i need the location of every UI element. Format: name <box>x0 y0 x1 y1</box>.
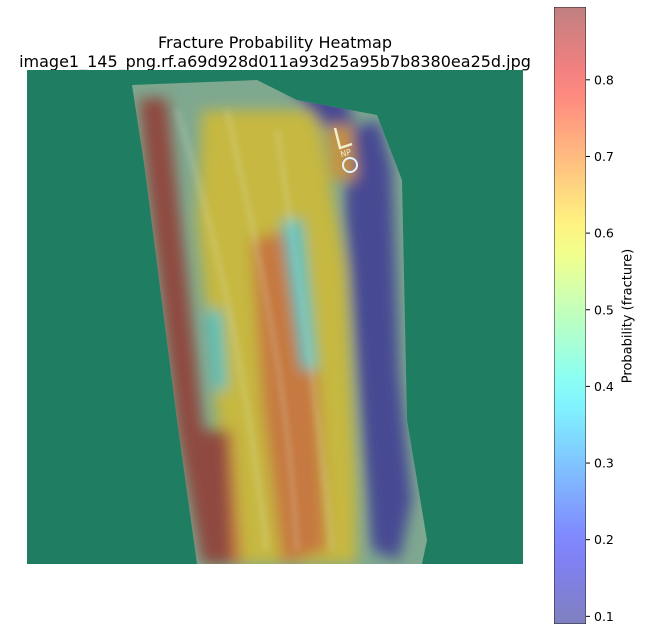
np-marker: NP <box>333 127 358 173</box>
np-marker-label: NP <box>339 148 352 160</box>
colorbar-tick-label: 0.7 <box>594 149 614 164</box>
colorbar-tick-label: 0.6 <box>594 226 614 241</box>
left-band <box>139 98 217 564</box>
colorbar-tick-label: 0.8 <box>594 72 614 87</box>
bone-line-2 <box>224 109 300 551</box>
heatmap-plot: NP <box>27 70 523 564</box>
colorbar-tick-label: 0.2 <box>594 532 614 547</box>
chart-subtitle: image1_145_png.rf.a69d928d011a93d25a95b7… <box>19 52 531 71</box>
circle-marker-icon <box>342 157 358 173</box>
bone-line-3 <box>274 129 335 551</box>
center-cool-streak-b <box>207 310 227 390</box>
colorbar-ticks: 0.1 0.2 0.3 0.4 0.5 0.6 0.7 0.8 <box>586 72 614 624</box>
l-marker-icon <box>333 127 353 150</box>
upper-right-patch <box>327 125 357 180</box>
bone-line-1 <box>174 109 270 551</box>
colorbar-gradient <box>554 7 586 624</box>
colorbar-tick-label: 0.3 <box>594 456 614 471</box>
heatmap-body-region <box>132 80 427 564</box>
right-dark-band <box>345 120 412 560</box>
colorbar <box>554 7 586 624</box>
chart-title: Fracture Probability Heatmap <box>158 33 392 52</box>
colorbar-tick-label: 0.1 <box>594 609 614 624</box>
colorbar-label: Probability (fracture) <box>620 248 636 384</box>
colorbar-tick-label: 0.4 <box>594 379 614 394</box>
left-band-b <box>203 430 232 564</box>
colorbar-tick-label: 0.5 <box>594 302 614 317</box>
